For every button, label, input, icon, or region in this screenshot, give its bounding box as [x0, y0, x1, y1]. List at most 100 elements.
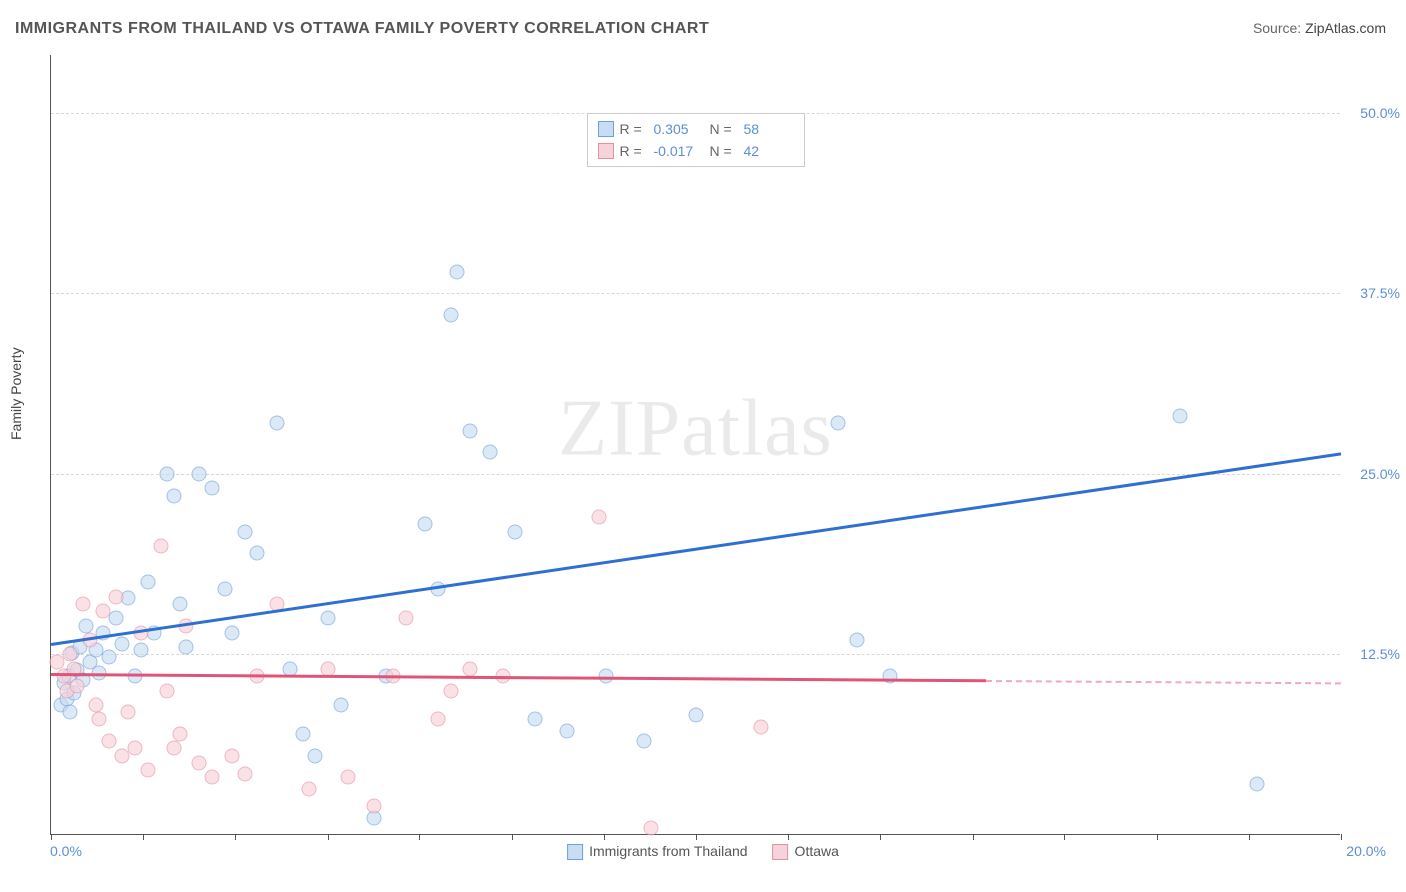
- data-point-thailand: [218, 582, 233, 597]
- series-legend: Immigrants from Thailand Ottawa: [567, 843, 839, 860]
- data-point-ottawa: [224, 748, 239, 763]
- data-point-ottawa: [398, 611, 413, 626]
- data-point-ottawa: [127, 741, 142, 756]
- legend-item-thailand: Immigrants from Thailand: [567, 843, 747, 860]
- data-point-ottawa: [173, 726, 188, 741]
- n-value-thailand: 58: [744, 118, 794, 140]
- y-tick-label: 12.5%: [1345, 646, 1400, 662]
- data-point-thailand: [108, 611, 123, 626]
- x-tick: [1249, 834, 1250, 840]
- y-axis-label: Family Poverty: [8, 347, 24, 440]
- x-tick: [696, 834, 697, 840]
- gridline: [51, 474, 1340, 475]
- trendline-thailand: [51, 452, 1341, 645]
- data-point-ottawa: [192, 755, 207, 770]
- legend-swatch-icon: [567, 844, 583, 860]
- x-tick: [973, 834, 974, 840]
- x-tick: [880, 834, 881, 840]
- trendline-ext-ottawa: [986, 680, 1341, 684]
- legend-swatch-icon: [773, 844, 789, 860]
- data-point-thailand: [127, 669, 142, 684]
- x-tick: [1157, 834, 1158, 840]
- source-attribution: Source: ZipAtlas.com: [1253, 20, 1386, 36]
- data-point-thailand: [224, 625, 239, 640]
- x-axis-min-label: 0.0%: [50, 843, 82, 859]
- data-point-ottawa: [237, 767, 252, 782]
- x-axis-max-label: 20.0%: [1346, 843, 1386, 859]
- data-point-ottawa: [205, 770, 220, 785]
- data-point-thailand: [192, 466, 207, 481]
- data-point-ottawa: [431, 712, 446, 727]
- data-point-ottawa: [340, 770, 355, 785]
- data-point-thailand: [295, 726, 310, 741]
- data-point-ottawa: [108, 589, 123, 604]
- y-tick-label: 37.5%: [1345, 285, 1400, 301]
- data-point-thailand: [1250, 777, 1265, 792]
- data-point-thailand: [179, 640, 194, 655]
- data-point-ottawa: [140, 763, 155, 778]
- data-point-thailand: [321, 611, 336, 626]
- data-point-thailand: [418, 517, 433, 532]
- data-point-thailand: [830, 416, 845, 431]
- y-tick-label: 50.0%: [1345, 105, 1400, 121]
- gridline: [51, 654, 1340, 655]
- data-point-thailand: [160, 466, 175, 481]
- gridline: [51, 293, 1340, 294]
- data-point-ottawa: [121, 705, 136, 720]
- x-tick: [235, 834, 236, 840]
- data-point-thailand: [250, 546, 265, 561]
- data-point-thailand: [269, 416, 284, 431]
- x-tick: [512, 834, 513, 840]
- data-point-ottawa: [153, 539, 168, 554]
- r-label: R =: [620, 118, 648, 140]
- data-point-thailand: [308, 748, 323, 763]
- data-point-ottawa: [753, 719, 768, 734]
- data-point-ottawa: [366, 799, 381, 814]
- data-point-thailand: [334, 698, 349, 713]
- legend-label-thailand: Immigrants from Thailand: [589, 843, 747, 859]
- data-point-thailand: [527, 712, 542, 727]
- x-tick: [51, 834, 52, 840]
- x-tick: [604, 834, 605, 840]
- data-point-ottawa: [463, 661, 478, 676]
- data-point-thailand: [79, 618, 94, 633]
- data-point-thailand: [205, 481, 220, 496]
- data-point-thailand: [237, 524, 252, 539]
- data-point-thailand: [63, 705, 78, 720]
- x-tick: [1064, 834, 1065, 840]
- r-label: R =: [620, 140, 648, 162]
- legend-item-ottawa: Ottawa: [773, 843, 839, 860]
- correlation-legend: R = 0.305 N = 58 R = -0.017 N = 42: [587, 113, 805, 167]
- plot-area: ZIPatlas R = 0.305 N = 58 R = -0.017 N =…: [50, 55, 1340, 835]
- data-point-thailand: [166, 488, 181, 503]
- data-point-ottawa: [102, 734, 117, 749]
- x-tick: [143, 834, 144, 840]
- data-point-ottawa: [166, 741, 181, 756]
- r-value-thailand: 0.305: [654, 118, 704, 140]
- data-point-thailand: [134, 643, 149, 658]
- data-point-ottawa: [92, 712, 107, 727]
- source-value: ZipAtlas.com: [1305, 20, 1386, 36]
- n-label: N =: [710, 118, 738, 140]
- n-value-ottawa: 42: [744, 140, 794, 162]
- chart-container: IMMIGRANTS FROM THAILAND VS OTTAWA FAMIL…: [0, 0, 1406, 892]
- data-point-thailand: [508, 524, 523, 539]
- legend-row-thailand: R = 0.305 N = 58: [598, 118, 794, 140]
- legend-row-ottawa: R = -0.017 N = 42: [598, 140, 794, 162]
- data-point-thailand: [689, 708, 704, 723]
- data-point-thailand: [463, 423, 478, 438]
- y-tick-label: 25.0%: [1345, 466, 1400, 482]
- data-point-ottawa: [592, 510, 607, 525]
- data-point-thailand: [121, 591, 136, 606]
- legend-label-ottawa: Ottawa: [795, 843, 839, 859]
- x-tick: [1341, 834, 1342, 840]
- data-point-ottawa: [443, 683, 458, 698]
- x-tick: [419, 834, 420, 840]
- data-point-thailand: [882, 669, 897, 684]
- data-point-thailand: [482, 445, 497, 460]
- data-point-thailand: [637, 734, 652, 749]
- data-point-thailand: [450, 264, 465, 279]
- data-point-thailand: [850, 633, 865, 648]
- r-value-ottawa: -0.017: [654, 140, 704, 162]
- data-point-thailand: [114, 637, 129, 652]
